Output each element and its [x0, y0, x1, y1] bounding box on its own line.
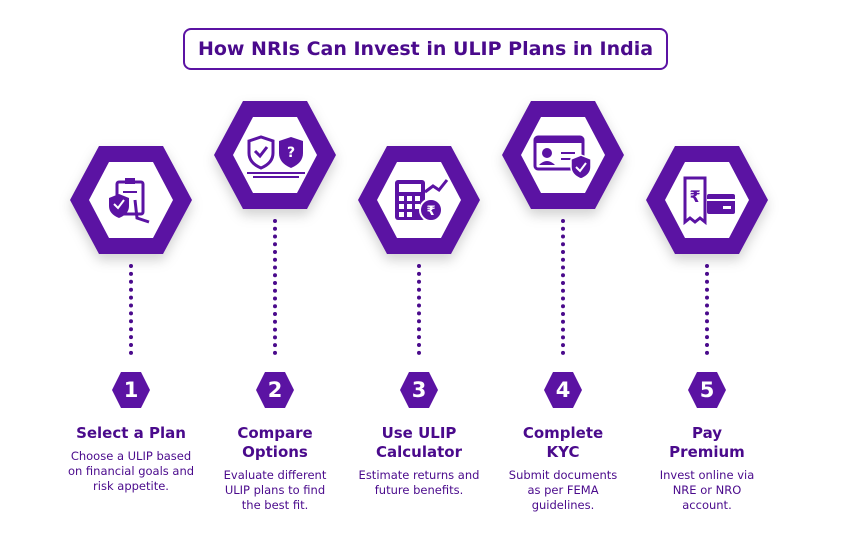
receipt-card-icon: ₹	[683, 176, 735, 226]
clipboard-shield-hand-icon	[109, 178, 150, 224]
step-hexagon: ?	[214, 101, 336, 209]
step-number-badge: 3	[399, 371, 439, 409]
step-4: 4 Complete KYC Submit documents as per F…	[491, 0, 635, 546]
dotted-connector	[417, 264, 425, 355]
step-title: Compare Options	[237, 424, 313, 461]
step-5: ₹ 5 Pay Premium Invest online via NRE or…	[635, 0, 779, 546]
step-description: Evaluate different ULIP plans to find th…	[223, 468, 327, 512]
dotted-connector	[705, 264, 713, 355]
step-number-badge: 5	[687, 371, 727, 409]
step-title: Pay Premium	[669, 424, 745, 461]
svg-text:₹: ₹	[689, 187, 700, 206]
step-number: 3	[411, 378, 427, 402]
shield-compare-icon: ?	[247, 135, 305, 178]
step-hexagon	[502, 101, 624, 209]
dotted-connector	[561, 219, 569, 355]
step-3: ₹ 3 Use ULIP Calculator Estimate returns…	[347, 0, 491, 546]
step-number-badge: 4	[543, 371, 583, 409]
calculator-rupee-icon: ₹	[395, 179, 449, 222]
step-title: Use ULIP Calculator	[376, 424, 462, 461]
step-description: Submit documents as per FEMA guidelines.	[508, 468, 618, 512]
svg-text:?: ?	[287, 145, 295, 161]
step-description: Invest online via NRE or NRO account.	[659, 468, 755, 512]
dotted-connector	[129, 264, 137, 355]
step-title: Select a Plan	[76, 424, 186, 442]
step-number-badge: 2	[255, 371, 295, 409]
step-number: 2	[267, 378, 283, 402]
step-hexagon: ₹	[646, 146, 768, 254]
step-1: 1 Select a Plan Choose a ULIP based on f…	[59, 0, 203, 546]
step-hexagon: ₹	[358, 146, 480, 254]
step-description: Choose a ULIP based on financial goals a…	[67, 449, 195, 493]
step-number: 1	[123, 378, 139, 402]
step-number: 4	[555, 378, 571, 402]
id-card-shield-icon	[533, 135, 592, 180]
step-description: Estimate returns and future benefits.	[358, 468, 480, 497]
dotted-connector	[273, 219, 281, 355]
step-hexagon	[70, 146, 192, 254]
step-2: ? 2 Compare Options Evaluate different U…	[203, 0, 347, 546]
step-title: Complete KYC	[522, 424, 604, 461]
step-number: 5	[699, 378, 715, 402]
step-number-badge: 1	[111, 371, 151, 409]
page-title: How NRIs Can Invest in ULIP Plans in Ind…	[183, 28, 668, 70]
svg-text:₹: ₹	[426, 204, 435, 219]
